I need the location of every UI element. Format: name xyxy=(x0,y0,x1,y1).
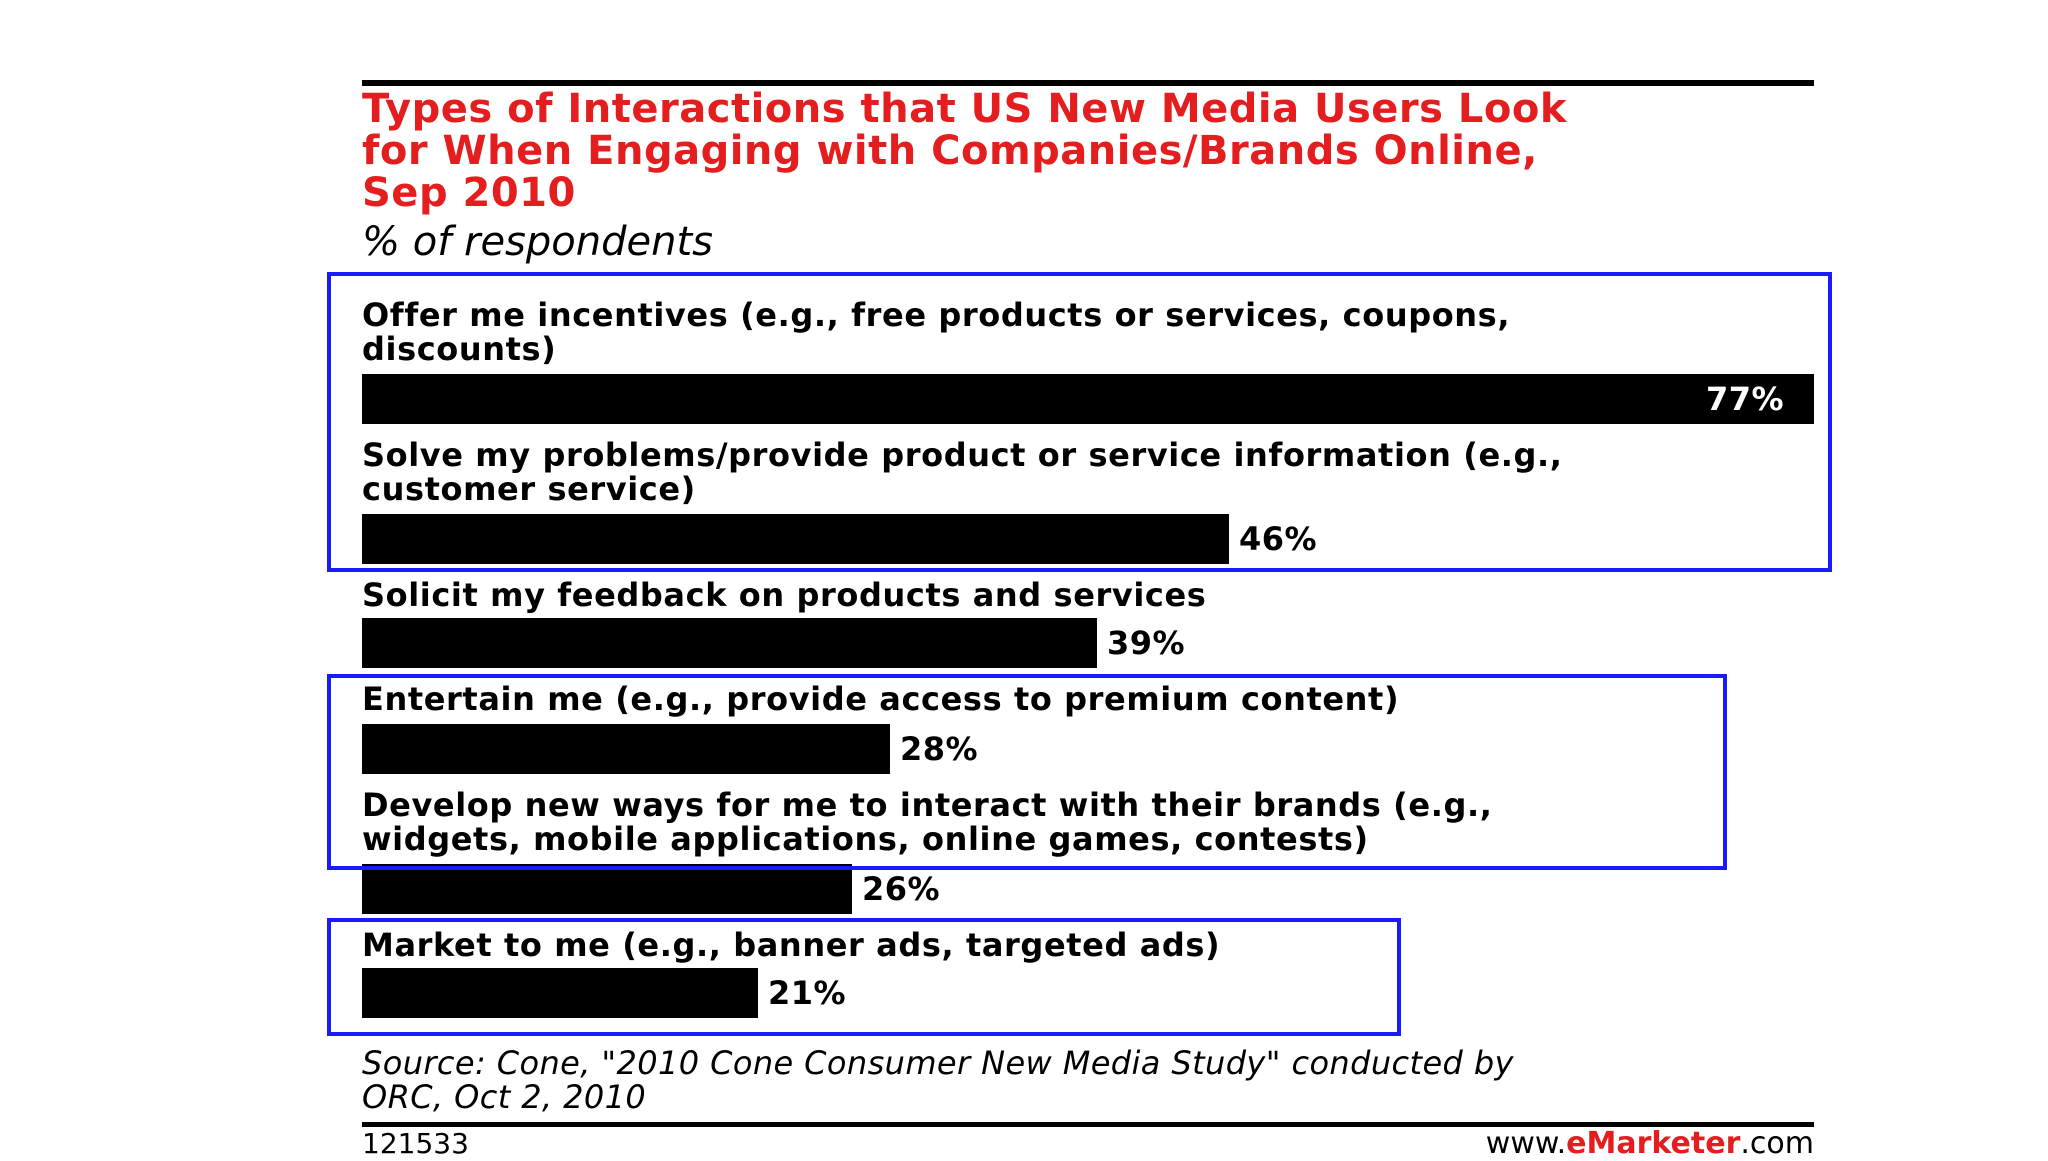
category-label-2: Solve my problems/provide product or ser… xyxy=(362,438,1563,506)
value-label-3: 39% xyxy=(1107,624,1186,662)
value-label-2: 46% xyxy=(1239,520,1318,558)
title-line-2: for When Engaging with Companies/Brands … xyxy=(362,128,1538,174)
brand-mark: eMarketer xyxy=(1566,1126,1741,1161)
category-label-3: Solicit my feedback on products and serv… xyxy=(362,578,1206,612)
chart-title: Types of Interactions that US New Media … xyxy=(362,88,1822,214)
source-note: Source: Cone, "2010 Cone Consumer New Me… xyxy=(362,1046,1514,1114)
bar-3 xyxy=(362,618,1097,668)
value-label-4: 28% xyxy=(900,730,979,768)
bar-4 xyxy=(362,724,890,774)
chart-id: 121533 xyxy=(362,1127,469,1160)
highlight-box-2 xyxy=(327,674,1727,870)
brand-suffix: .com xyxy=(1740,1126,1814,1161)
bar-1 xyxy=(362,374,1814,424)
category-label-3-line-1: Solicit my feedback on products and serv… xyxy=(362,576,1207,614)
category-label-2-line-2: customer service) xyxy=(362,470,696,508)
brand-prefix: www. xyxy=(1485,1126,1567,1161)
brand-url: www.eMarketer.com xyxy=(1452,1129,1814,1159)
source-line-1: Source: Cone, "2010 Cone Consumer New Me… xyxy=(362,1044,1514,1082)
category-label-6-line-1: Market to me (e.g., banner ads, targeted… xyxy=(362,926,1221,964)
category-label-4-line-1: Entertain me (e.g., provide access to pr… xyxy=(362,680,1400,718)
bar-6 xyxy=(362,968,758,1018)
bar-5 xyxy=(362,864,852,914)
category-label-6: Market to me (e.g., banner ads, targeted… xyxy=(362,928,1220,962)
bottom-rule xyxy=(362,1122,1814,1127)
source-line-2: ORC, Oct 2, 2010 xyxy=(362,1078,647,1116)
highlight-box-1 xyxy=(327,272,1832,572)
bar-2 xyxy=(362,514,1229,564)
category-label-1-line-1: Offer me incentives (e.g., free products… xyxy=(362,296,1511,334)
category-label-5: Develop new ways for me to interact with… xyxy=(362,788,1492,856)
category-label-5-line-1: Develop new ways for me to interact with… xyxy=(362,786,1493,824)
highlight-box-3 xyxy=(327,918,1401,1036)
chart-subtitle: % of respondents xyxy=(362,219,713,265)
category-label-4: Entertain me (e.g., provide access to pr… xyxy=(362,682,1399,716)
value-label-6: 21% xyxy=(768,974,847,1012)
value-label-5: 26% xyxy=(862,870,941,908)
title-line-1: Types of Interactions that US New Media … xyxy=(362,86,1567,132)
category-label-1: Offer me incentives (e.g., free products… xyxy=(362,298,1510,366)
title-line-3: Sep 2010 xyxy=(362,170,576,216)
top-rule xyxy=(362,80,1814,86)
value-label-1: 77% xyxy=(1706,380,1785,418)
category-label-5-line-2: widgets, mobile applications, online gam… xyxy=(362,820,1369,858)
category-label-2-line-1: Solve my problems/provide product or ser… xyxy=(362,436,1563,474)
category-label-1-line-2: discounts) xyxy=(362,330,557,368)
